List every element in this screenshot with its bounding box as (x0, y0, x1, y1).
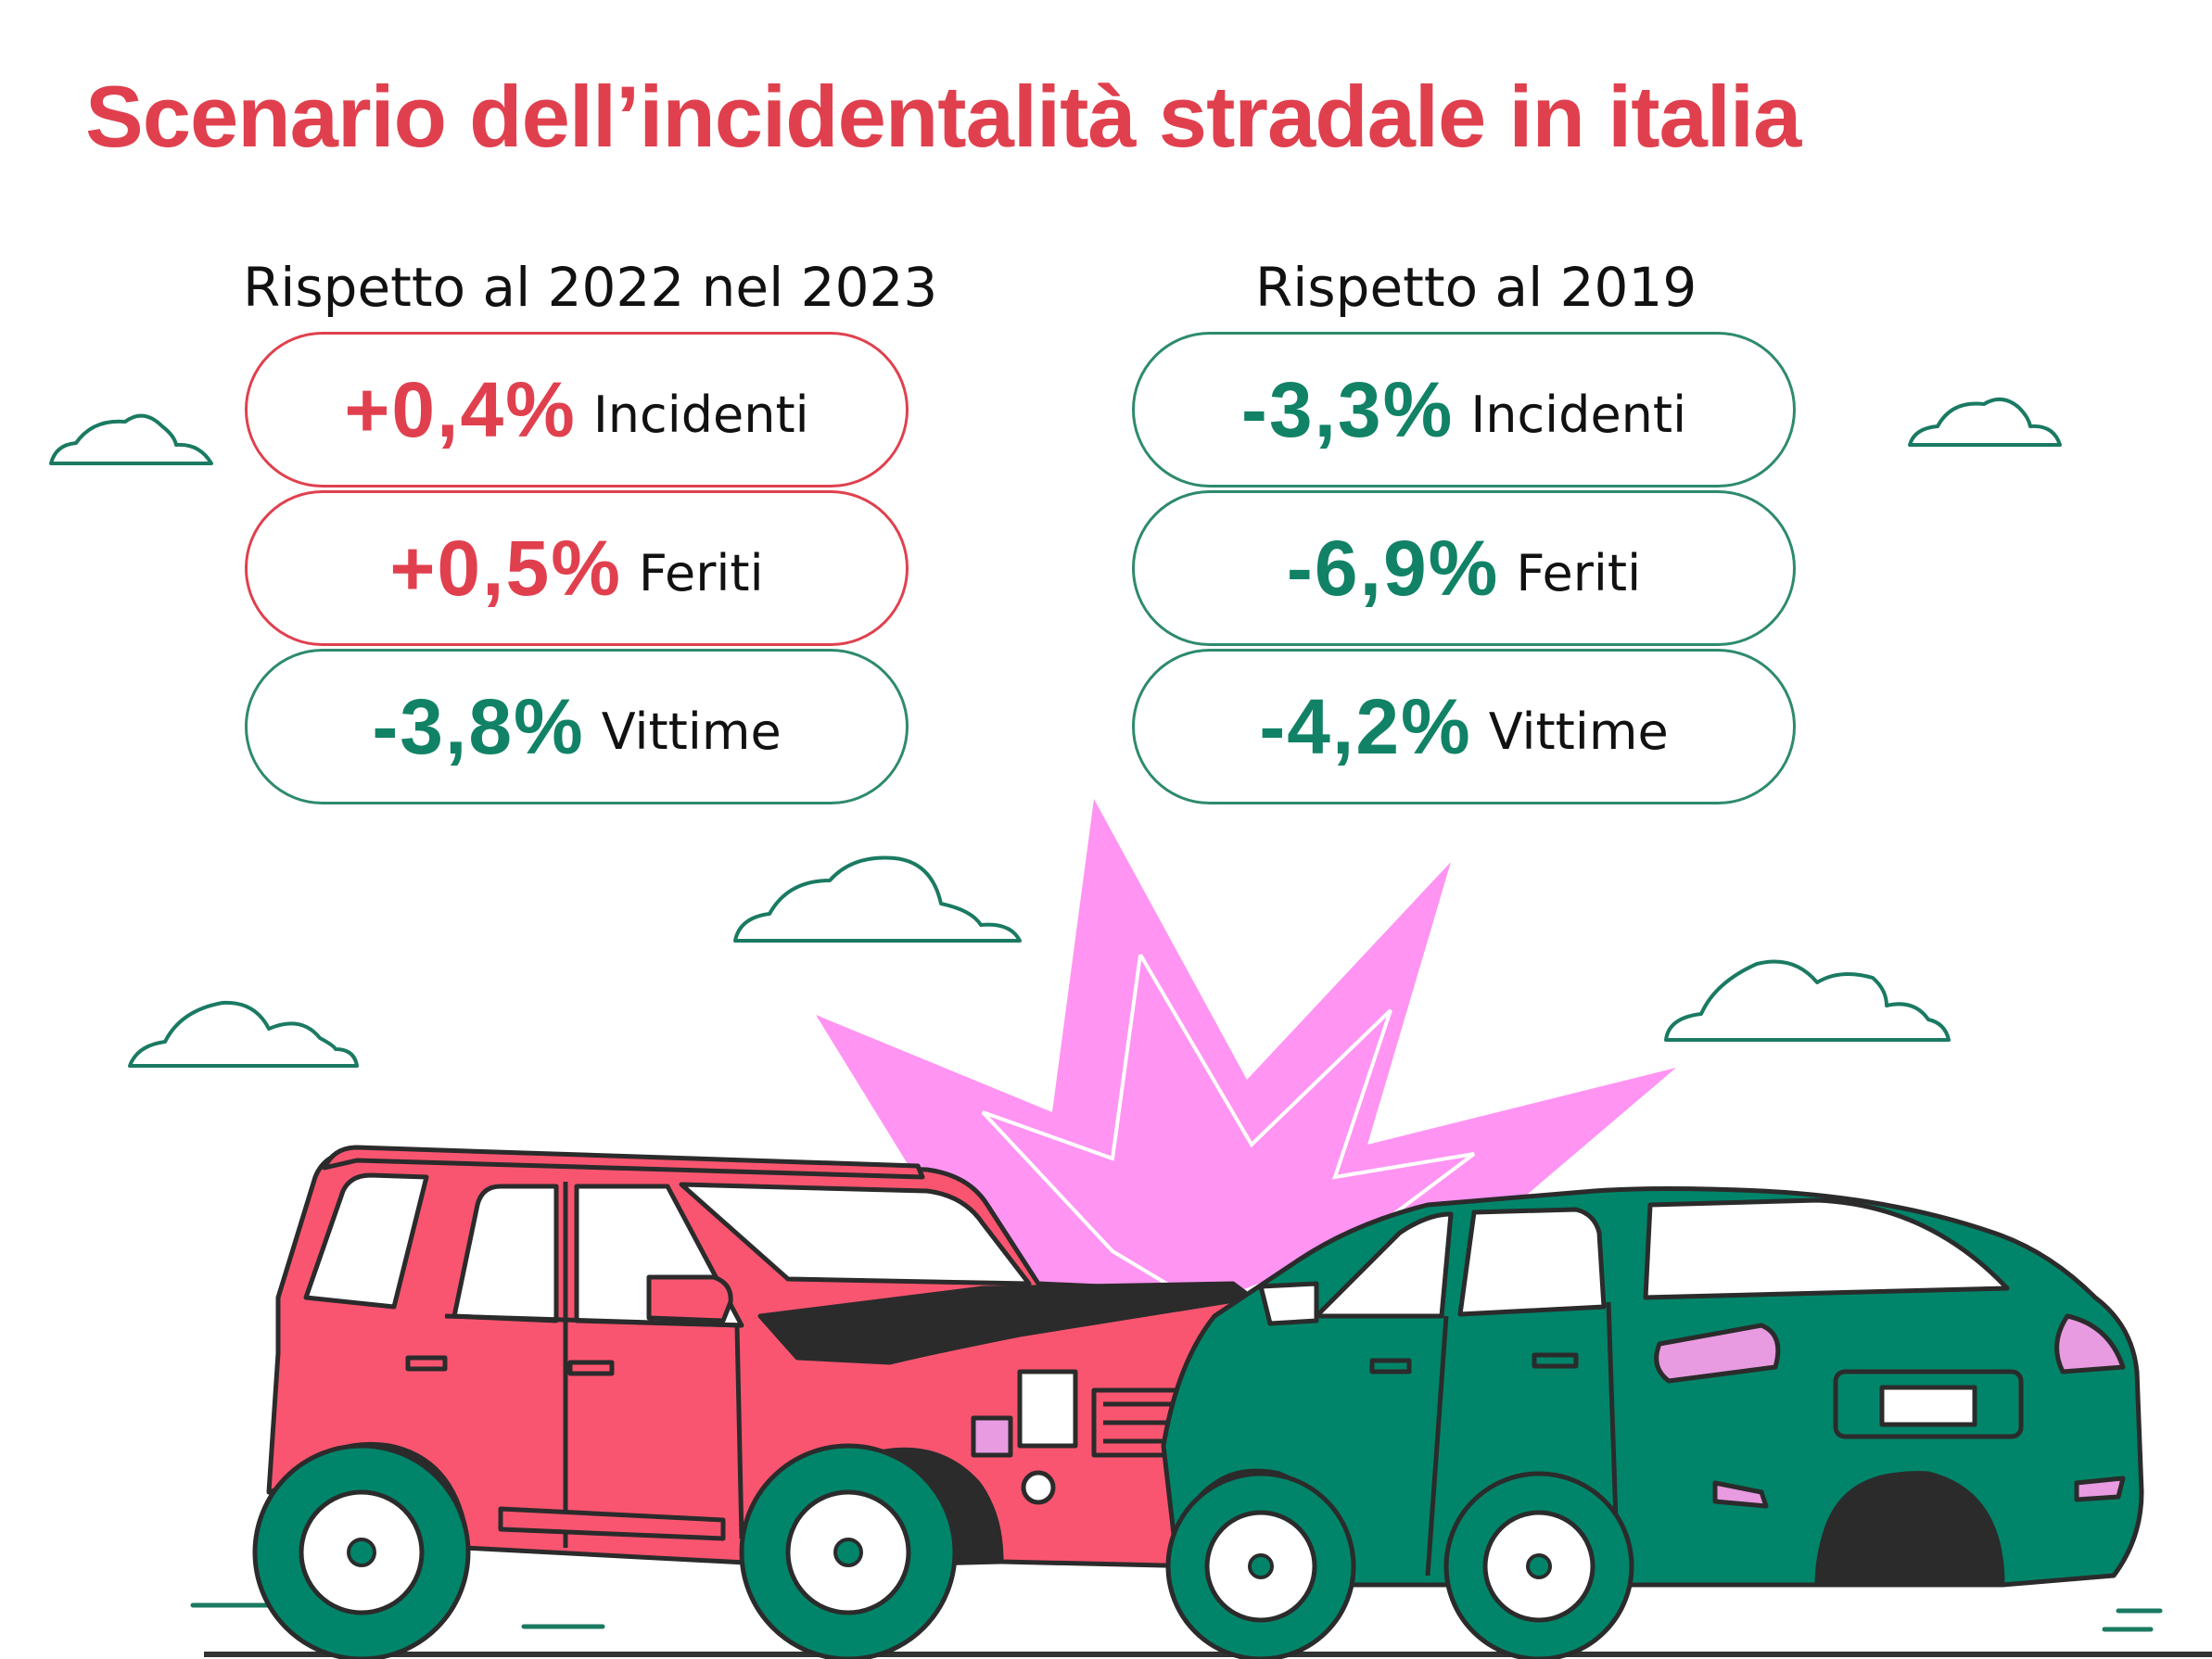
stat-value: -4,2% (1259, 682, 1472, 770)
stat-label: Incidenti (1470, 385, 1687, 444)
red-suv-wheel (252, 1443, 958, 1659)
cloud-icon (1664, 959, 1951, 1042)
stat-label: Feriti (1516, 543, 1642, 602)
right-column-heading: Rispetto al 2019 (1255, 256, 1697, 319)
stat-label: Incidenti (592, 385, 809, 444)
stat-value: +0,5% (389, 524, 622, 612)
stat-pill-left-feriti: +0,5% Feriti (245, 490, 909, 646)
stat-pill-left-incidenti: +0,4% Incidenti (245, 332, 909, 488)
stat-label: Vittime (1488, 702, 1669, 761)
stat-pill-left-vittime: -3,8% Vittime (245, 649, 909, 804)
stat-value: -3,3% (1240, 365, 1455, 453)
stat-value: -6,9% (1286, 524, 1500, 612)
green-car-icon (1161, 1186, 2144, 1588)
stat-value: -3,8% (372, 682, 585, 770)
stat-label: Feriti (638, 543, 764, 602)
page-title: Scenario dell’incidentalità stradale in … (85, 68, 1801, 165)
cloud-icon (49, 413, 213, 465)
cloud-icon (128, 1000, 359, 1068)
cloud-icon (733, 855, 1022, 943)
stat-pill-right-vittime: -4,2% Vittime (1132, 649, 1796, 804)
green-car-wheel (1165, 1471, 1634, 1659)
stat-value: +0,4% (344, 365, 577, 453)
cloud-icon (1908, 397, 2062, 447)
stat-label: Vittime (601, 702, 782, 761)
stat-pill-right-feriti: -6,9% Feriti (1132, 490, 1796, 646)
stat-pill-right-incidenti: -3,3% Incidenti (1132, 332, 1796, 488)
left-column-heading: Rispetto al 2022 nel 2023 (243, 256, 938, 319)
